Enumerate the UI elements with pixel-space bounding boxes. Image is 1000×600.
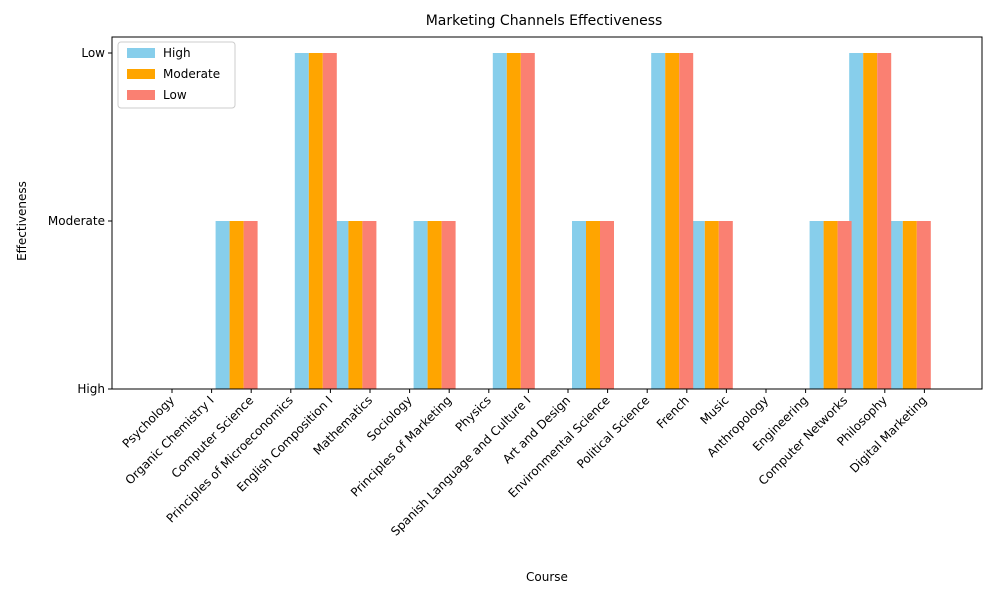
bar-moderate-12 <box>665 53 680 389</box>
legend: High Moderate Low <box>117 41 236 109</box>
bar-moderate-16 <box>823 221 838 389</box>
legend-swatch-low <box>127 90 155 100</box>
legend-swatch-high <box>127 48 155 58</box>
axes-frame <box>111 36 983 390</box>
bar-moderate-1 <box>229 221 244 389</box>
bar-high-8 <box>492 53 507 389</box>
y-tick-label: High <box>77 382 105 396</box>
legend-label-high: High <box>163 46 191 60</box>
bar-low-16 <box>837 221 852 389</box>
bar-moderate-17 <box>863 53 878 389</box>
bar-high-16 <box>809 221 824 389</box>
bar-moderate-3 <box>308 53 323 389</box>
bar-high-12 <box>651 53 666 389</box>
bar-low-10 <box>600 221 614 389</box>
bar-high-3 <box>294 53 309 389</box>
bar-low-17 <box>877 53 892 389</box>
x-axis-label: Course <box>526 570 568 584</box>
bar-moderate-13 <box>704 221 719 389</box>
bar-low-8 <box>520 53 535 389</box>
y-tick-label: Moderate <box>48 214 105 228</box>
legend-label-moderate: Moderate <box>163 67 220 81</box>
bar-low-4 <box>362 221 377 389</box>
bar-moderate-10 <box>586 221 600 389</box>
bar-low-12 <box>679 53 694 389</box>
y-tick-label: Low <box>81 46 105 60</box>
bar-high-17 <box>849 53 864 389</box>
bar-high-1 <box>215 221 230 389</box>
bar-moderate-18 <box>902 221 917 389</box>
bar-low-1 <box>243 221 258 389</box>
bar-high-6 <box>413 221 428 389</box>
bar-high-4 <box>334 221 349 389</box>
bar-low-6 <box>441 221 456 389</box>
bar-high-10 <box>572 221 586 389</box>
y-axis-label: Effectiveness <box>15 181 29 261</box>
chart-title: Marketing Channels Effectiveness <box>426 13 663 29</box>
bar-low-13 <box>718 221 733 389</box>
legend-swatch-moderate <box>127 69 155 79</box>
legend-label-low: Low <box>163 88 187 102</box>
bar-low-18 <box>916 221 931 389</box>
bar-moderate-8 <box>506 53 521 389</box>
bar-moderate-4 <box>348 221 363 389</box>
bar-high-13 <box>690 221 705 389</box>
bar-high-18 <box>888 221 903 389</box>
bar-moderate-6 <box>427 221 442 389</box>
bar-low-3 <box>322 53 337 389</box>
